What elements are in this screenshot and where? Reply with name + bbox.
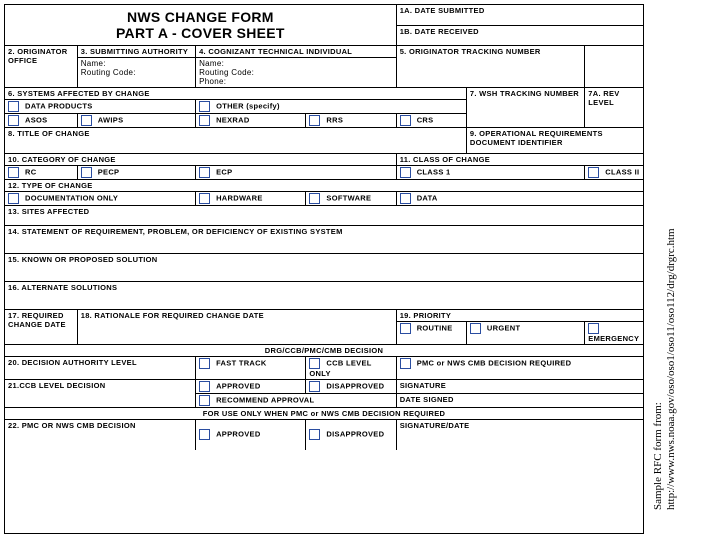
l-app2: APPROVED	[216, 430, 261, 439]
cb-urgent[interactable]	[470, 323, 481, 334]
l-pecp: PECP	[98, 167, 120, 176]
l-ecp: ECP	[216, 167, 232, 176]
cb-app2[interactable]	[199, 429, 210, 440]
sub-phone: Phone:	[199, 77, 393, 86]
cb-ft[interactable]	[199, 358, 210, 369]
title-line1: NWS CHANGE FORM	[127, 9, 274, 25]
cb-routine[interactable]	[400, 323, 411, 334]
title-line2: PART A - COVER SHEET	[116, 25, 285, 41]
f-14: 14. STATEMENT OF REQUIREMENT, PROBLEM, O…	[5, 226, 643, 254]
f-10: 10. CATEGORY OF CHANGE	[5, 154, 396, 166]
f-16: 16. ALTERNATE SOLUTIONS	[5, 282, 643, 310]
l-asos: ASOS	[25, 115, 47, 124]
sub-rc2: Routing Code:	[199, 68, 393, 77]
cb-pecp[interactable]	[81, 167, 92, 178]
l-emerg: EMERGENCY	[588, 334, 639, 343]
l-data: DATA	[417, 193, 438, 202]
f-7a: 7A. REV LEVEL	[585, 88, 643, 128]
cb-app1[interactable]	[199, 381, 210, 392]
l-sw: SOFTWARE	[326, 193, 371, 202]
f-sd: SIGNATURE/DATE	[396, 420, 643, 450]
cb-emerg[interactable]	[588, 323, 599, 334]
cb-other[interactable]	[199, 101, 210, 112]
f-11: 11. CLASS OF CHANGE	[396, 154, 643, 166]
l-c1: CLASS 1	[417, 167, 451, 176]
cb-c1[interactable]	[400, 167, 411, 178]
sub-rc1: Routing Code:	[81, 68, 192, 77]
cb-c2[interactable]	[588, 167, 599, 178]
f-19: 19. PRIORITY	[396, 310, 643, 322]
f-5: 5. ORIGINATOR TRACKING NUMBER	[396, 46, 585, 88]
f-12: 12. TYPE OF CHANGE	[5, 180, 643, 192]
l-doc: DOCUMENTATION ONLY	[25, 193, 118, 202]
f-8: 8. TITLE OF CHANGE	[5, 128, 466, 154]
l-app1: APPROVED	[216, 381, 261, 390]
cb-asos[interactable]	[8, 115, 19, 126]
cb-ccb[interactable]	[309, 358, 320, 369]
l-rec: RECOMMEND APPROVAL	[216, 395, 314, 404]
f-15: 15. KNOWN OR PROPOSED SOLUTION	[5, 254, 643, 282]
cb-doc[interactable]	[8, 193, 19, 204]
l-other: OTHER (specify)	[216, 101, 280, 110]
f-22: 22. PMC OR NWS CMB DECISION	[5, 420, 196, 450]
l-rc: RC	[25, 167, 36, 176]
l-urgent: URGENT	[487, 323, 520, 332]
side-l2: http://www.nws.noaa.gov/oso/oso1/oso11/o…	[665, 228, 677, 510]
sub-name1: Name:	[81, 59, 192, 68]
cb-pmc[interactable]	[400, 358, 411, 369]
cb-dis2[interactable]	[309, 429, 320, 440]
cb-hw[interactable]	[199, 193, 210, 204]
f-3: 3. SUBMITTING AUTHORITY	[77, 46, 195, 58]
f-1a: 1A. DATE SUBMITTED	[396, 5, 643, 25]
l-routine: ROUTINE	[417, 323, 453, 332]
l-pmc: PMC or NWS CMB DECISION REQUIRED	[417, 358, 572, 367]
cb-nexrad[interactable]	[199, 115, 210, 126]
f-sig: SIGNATURE	[396, 380, 643, 394]
l-dp: DATA PRODUCTS	[25, 101, 93, 110]
cb-awips[interactable]	[81, 115, 92, 126]
form-container: NWS CHANGE FORM PART A - COVER SHEET 1A.…	[4, 4, 644, 534]
decision-hdr2: FOR USE ONLY WHEN PMC or NWS CMB DECISIO…	[5, 408, 643, 420]
side-citation: Sample RFC form from: http://www.nws.noa…	[652, 50, 676, 510]
l-hw: HARDWARE	[216, 193, 263, 202]
cb-crs[interactable]	[400, 115, 411, 126]
l-crs: CRS	[417, 115, 434, 124]
f-4: 4. COGNIZANT TECHNICAL INDIVIDUAL	[196, 46, 397, 58]
cb-dis1[interactable]	[309, 381, 320, 392]
cb-rrs[interactable]	[309, 115, 320, 126]
f-21: 21.CCB LEVEL DECISION	[5, 380, 196, 408]
l-dis2: DISAPPROVED	[326, 430, 384, 439]
l-dis1: DISAPPROVED	[326, 381, 384, 390]
f-1b: 1B. DATE RECEIVED	[396, 25, 643, 45]
l-c2: CLASS II	[605, 167, 639, 176]
f-17: 17. REQUIRED CHANGE DATE	[5, 310, 77, 345]
cb-ecp[interactable]	[199, 167, 210, 178]
f-13: 13. SITES AFFECTED	[5, 206, 643, 226]
l-rrs: RRS	[326, 115, 343, 124]
sub-name2: Name:	[199, 59, 393, 68]
decision-hdr1: DRG/CCB/PMC/CMB DECISION	[5, 345, 643, 357]
f-9: 9. OPERATIONAL REQUIREMENTS DOCUMENT IDE…	[466, 128, 643, 154]
f-20: 20. DECISION AUTHORITY LEVEL	[5, 357, 196, 380]
cb-sw[interactable]	[309, 193, 320, 204]
cb-rc[interactable]	[8, 167, 19, 178]
l-nexrad: NEXRAD	[216, 115, 249, 124]
l-awips: AWIPS	[98, 115, 124, 124]
f-6: 6. SYSTEMS AFFECTED BY CHANGE	[5, 88, 466, 100]
f-ds: DATE SIGNED	[396, 394, 643, 408]
cb-data[interactable]	[400, 193, 411, 204]
cb-rec[interactable]	[199, 395, 210, 406]
side-l1: Sample RFC form from:	[652, 402, 664, 510]
f-18: 18. RATIONALE FOR REQUIRED CHANGE DATE	[77, 310, 396, 345]
f-2: 2. ORIGINATOR OFFICE	[5, 46, 77, 88]
f-7: 7. WSH TRACKING NUMBER	[466, 88, 584, 128]
l-ft: FAST TRACK	[216, 358, 267, 367]
cb-dp[interactable]	[8, 101, 19, 112]
